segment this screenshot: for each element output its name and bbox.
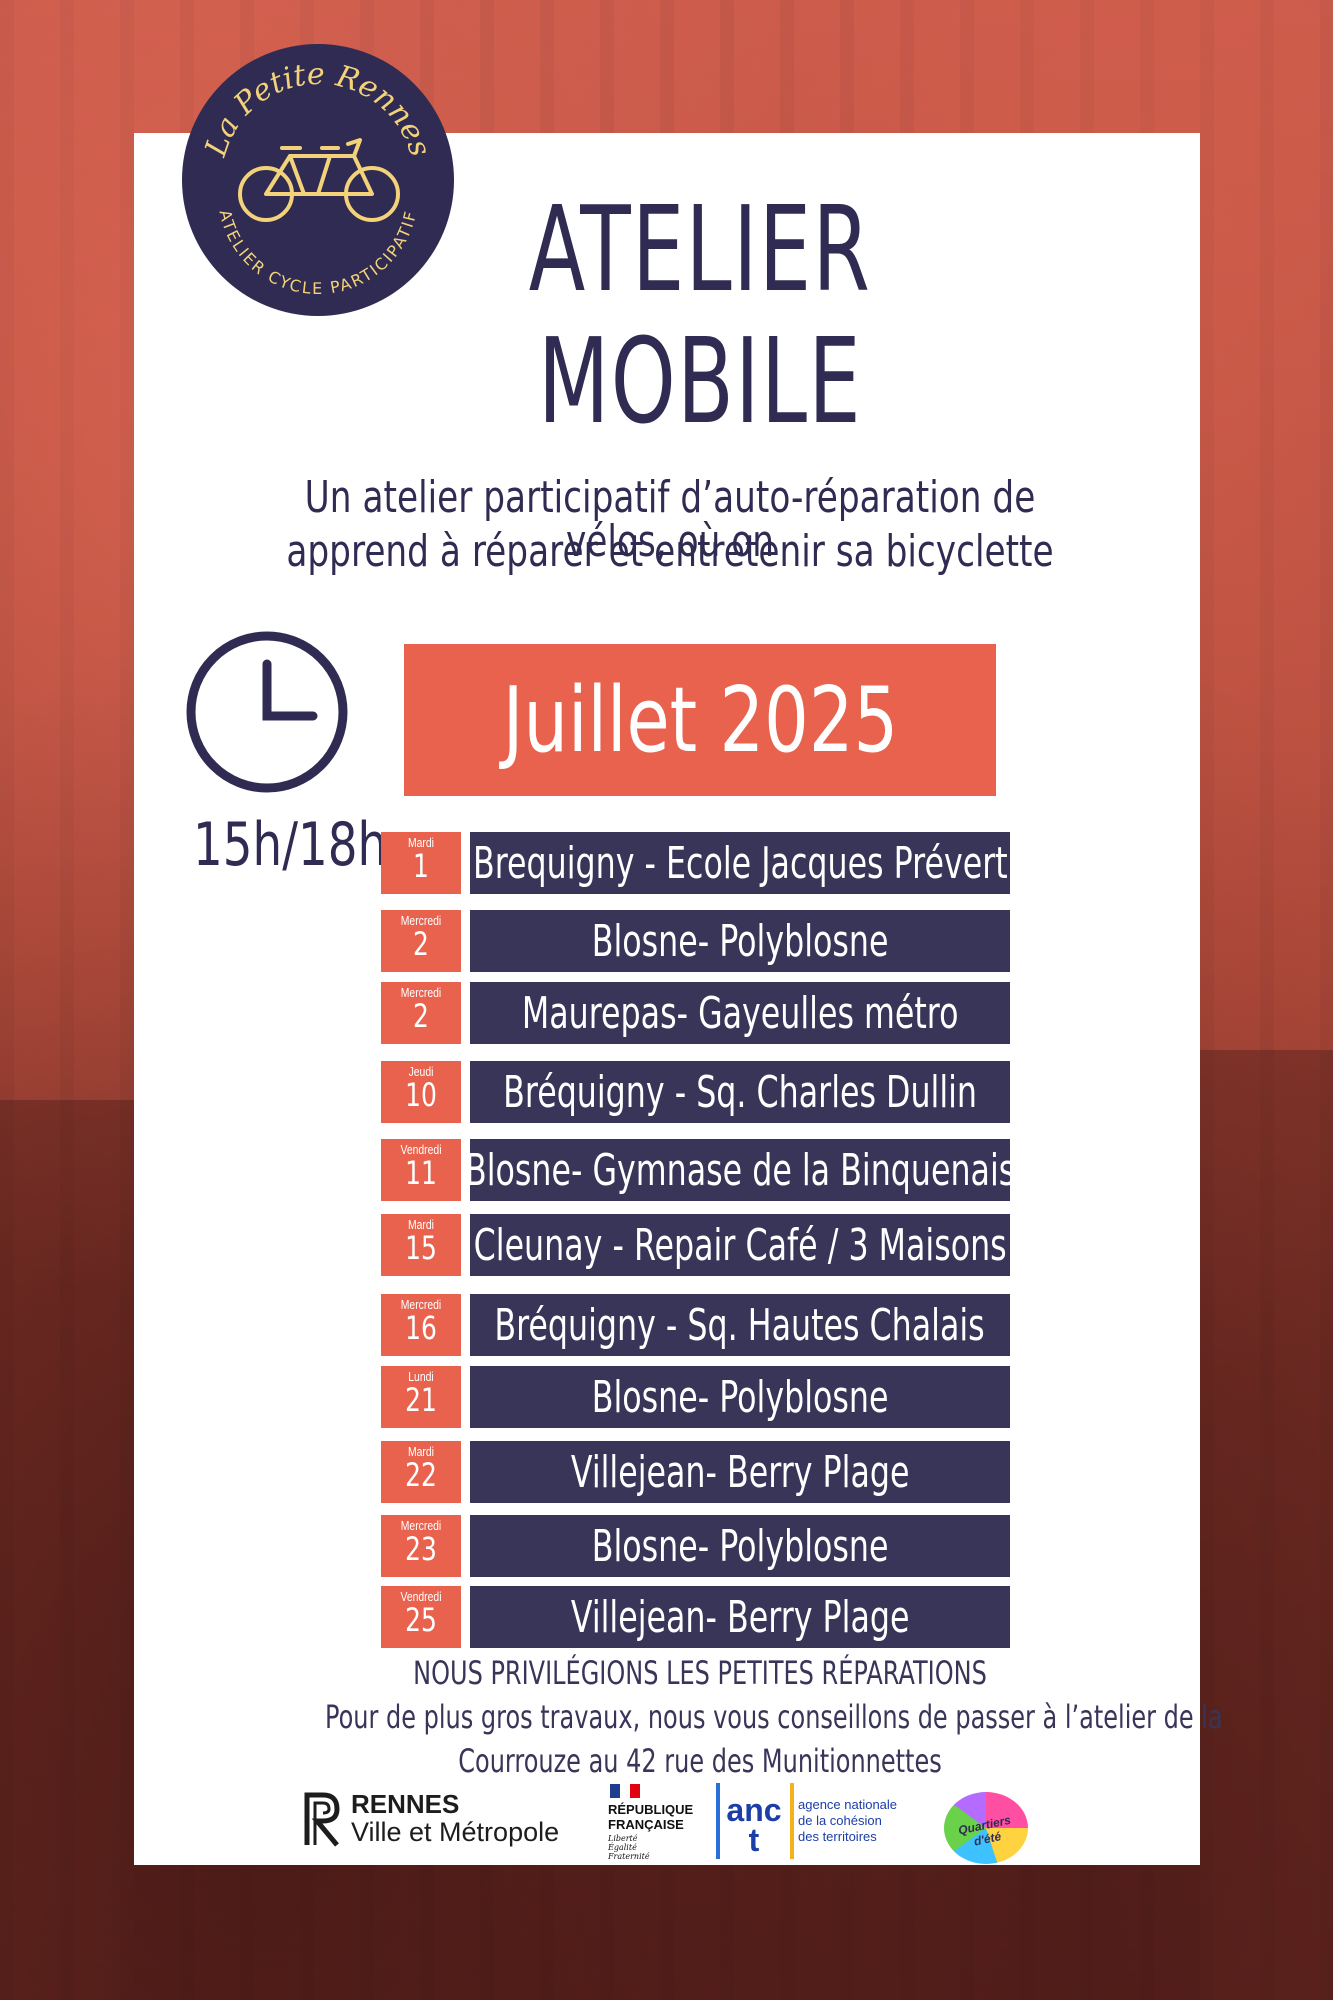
- event-date-1: Mardi 1: [381, 832, 461, 894]
- rennes-r-icon: [304, 1792, 340, 1847]
- anct-line-2: de la cohésion: [798, 1813, 882, 1828]
- event-date-5: Vendredi 11: [381, 1139, 461, 1201]
- event-day: 1: [413, 847, 429, 886]
- event-weekday: Vendredi: [400, 1589, 442, 1604]
- event-weekday: Mercredi: [400, 913, 442, 928]
- marianne-flag-icon: [610, 1784, 640, 1798]
- event-day: 2: [413, 997, 429, 1036]
- event-day: 21: [405, 1381, 437, 1420]
- anct-logo: anct agence nationale de la cohésion des…: [716, 1781, 936, 1865]
- event-place-10: Blosne- Polyblosne: [470, 1515, 1010, 1577]
- event-place-5: Blosne- Gymnase de la Binquenais: [465, 1139, 1015, 1201]
- logo-tagline: ATELIER CYCLE PARTICIPATIF: [215, 208, 418, 298]
- event-date-8: Lundi 21: [381, 1366, 461, 1428]
- rennes-line-1: RENNES: [351, 1789, 460, 1819]
- logo-name: La Petite Rennes: [198, 57, 437, 162]
- anct-mark: [716, 1783, 794, 1859]
- event-date-6: Mardi 15: [381, 1214, 461, 1276]
- rennes-logo: RENNES Ville et Métropole: [303, 1789, 603, 1849]
- event-place-7: Bréquigny - Sq. Hautes Chalais: [470, 1294, 1010, 1356]
- notes-headline: NOUS PRIVILÉGIONS LES PETITES RÉPARATION…: [413, 1654, 987, 1692]
- event-day: 11: [405, 1154, 437, 1193]
- la-petite-rennes-logo: La Petite Rennes ATELIER CYCLE PARTICIPA…: [182, 44, 454, 316]
- event-day: 10: [405, 1076, 437, 1115]
- event-day: 2: [413, 925, 429, 964]
- event-weekday: Mardi: [407, 835, 434, 850]
- notes-line-2: Courrouze au 42 rue des Munitionnettes: [458, 1742, 942, 1780]
- event-date-7: Mercredi 16: [381, 1294, 461, 1356]
- event-date-9: Mardi 22: [381, 1441, 461, 1503]
- event-date-11: Vendredi 25: [381, 1586, 461, 1648]
- event-weekday: Mercredi: [400, 1297, 442, 1312]
- anct-line-1: agence nationale: [798, 1797, 898, 1812]
- month-label: Juillet 2025: [502, 667, 898, 773]
- event-weekday: Mercredi: [400, 1518, 442, 1533]
- background-shadow-bottom: [134, 1865, 1200, 2000]
- event-place-11: Villejean- Berry Plage: [470, 1586, 1010, 1648]
- event-date-10: Mercredi 23: [381, 1515, 461, 1577]
- rf-motto-2: Égalité: [608, 1843, 637, 1852]
- event-date-4: Jeudi 10: [381, 1061, 461, 1123]
- title-line-2: MOBILE: [538, 312, 862, 450]
- rf-line-1: RÉPUBLIQUE: [608, 1802, 694, 1817]
- title-line-1: ATELIER: [528, 180, 872, 318]
- event-place-6: Cleunay - Repair Café / 3 Maisons: [470, 1214, 1010, 1276]
- rf-motto-1: Liberté: [608, 1834, 638, 1843]
- event-day: 15: [405, 1229, 437, 1268]
- event-place-3: Maurepas- Gayeulles métro: [470, 982, 1010, 1044]
- notes-line-1: Pour de plus gros travaux, nous vous con…: [325, 1698, 1223, 1736]
- event-day: 23: [405, 1530, 437, 1569]
- republique-francaise-logo: RÉPUBLIQUE FRANÇAISE Liberté Égalité Fra…: [606, 1784, 706, 1864]
- tandem-bicycle-icon: La Petite Rennes ATELIER CYCLE PARTICIPA…: [198, 57, 437, 298]
- rf-motto-3: Fraternité: [608, 1852, 650, 1861]
- event-place-9: Villejean- Berry Plage: [470, 1441, 1010, 1503]
- anct-wordmark: anct: [726, 1792, 782, 1859]
- event-day: 25: [405, 1601, 437, 1640]
- rennes-line-2: Ville et Métropole: [351, 1817, 560, 1847]
- time-range: 15h/18h: [193, 810, 388, 880]
- background-shadow-left: [0, 1100, 134, 2000]
- svg-text:La Petite Rennes: La Petite Rennes: [198, 57, 437, 162]
- quartiers-d-ete-logo: Quartiers d'été: [944, 1792, 1028, 1864]
- event-day: 22: [405, 1456, 437, 1495]
- event-weekday: Mardi: [407, 1217, 434, 1232]
- subtitle-line-1: Un atelier participatif d’auto-réparatio…: [304, 472, 1036, 567]
- svg-text:ATELIER CYCLE PARTICIPATIF: ATELIER CYCLE PARTICIPATIF: [215, 208, 420, 298]
- subtitle-line-2: apprend à réparer et entretenir sa bicyc…: [286, 526, 1054, 577]
- event-place-8: Blosne- Polyblosne: [470, 1366, 1010, 1428]
- event-weekday: Jeudi: [408, 1064, 434, 1079]
- event-weekday: Mardi: [407, 1444, 434, 1459]
- event-date-3: Mercredi 2: [381, 982, 461, 1044]
- event-weekday: Mercredi: [400, 985, 442, 1000]
- anct-line-3: des territoires: [798, 1829, 877, 1844]
- month-banner: Juillet 2025: [404, 644, 996, 796]
- event-weekday: Vendredi: [400, 1142, 442, 1157]
- event-place-4: Bréquigny - Sq. Charles Dullin: [470, 1061, 1010, 1123]
- background-shadow-right: [1200, 1050, 1333, 2000]
- clock-icon: [186, 631, 348, 793]
- event-date-2: Mercredi 2: [381, 910, 461, 972]
- event-day: 16: [405, 1309, 437, 1348]
- event-weekday: Lundi: [408, 1369, 434, 1384]
- event-place-2: Blosne- Polyblosne: [470, 910, 1010, 972]
- rf-line-2: FRANÇAISE: [608, 1817, 684, 1832]
- quartiers-blob-icon: [944, 1792, 1028, 1864]
- event-place-1: Brequigny - Ecole Jacques Prévert: [470, 832, 1010, 894]
